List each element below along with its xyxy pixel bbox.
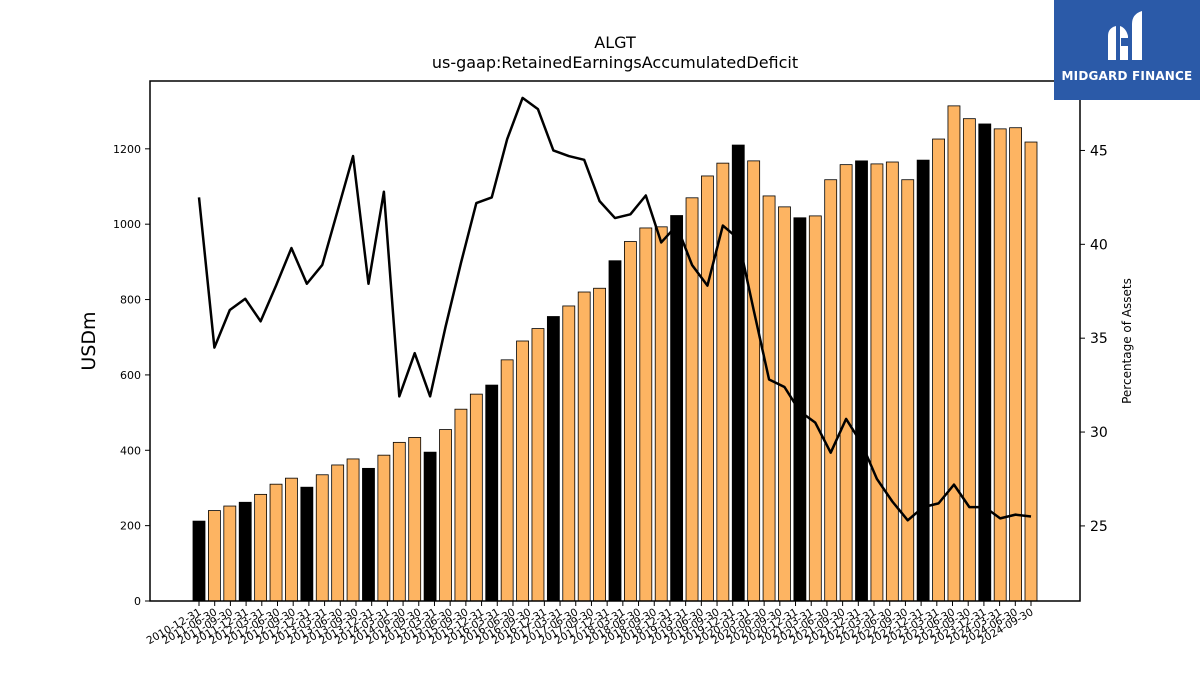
bar [362,467,375,602]
bar [315,474,329,602]
bar [731,144,745,602]
y-tick-label: 400 [120,444,141,457]
plot-frame [149,80,1081,602]
bar [855,160,868,602]
bar [1024,141,1038,602]
bar [469,393,483,602]
bar [824,179,838,602]
y-axis-label: USDm [78,311,100,370]
chart-subtitle: us-gaap:RetainedEarningsAccumulatedDefic… [432,53,798,72]
bar [839,164,853,602]
bar [238,501,252,602]
bar [485,384,499,602]
y-tick-label: 1000 [113,218,141,231]
bar [285,477,298,602]
bar [778,206,791,602]
bar [546,316,560,602]
y2-tick-label: 45 [1090,143,1108,159]
bar [870,163,884,602]
bar [346,458,360,602]
bar [901,179,915,602]
bar [223,505,237,602]
bar [408,437,422,602]
bar [1009,127,1022,602]
bar [531,328,545,602]
bar-series [192,105,1038,602]
bar [300,486,314,602]
bar [962,118,976,602]
chart-title: ALGT [594,33,636,52]
bar [608,260,622,602]
bar [685,197,699,602]
bar [331,464,345,602]
y-tick-label: 1200 [113,143,141,156]
bar [593,287,606,602]
bar [377,454,391,602]
bar [454,408,468,602]
bar [747,160,761,602]
bar [269,483,283,602]
bar [254,493,268,602]
bar [516,340,529,602]
y2-axis-label: Percentage of Assets [1120,278,1134,404]
logo: MIDGARD FINANCE [1054,0,1200,100]
bar [762,195,776,602]
bar [808,215,822,602]
y-tick-label: 0 [134,595,141,608]
y-tick-label: 200 [120,520,141,533]
y-tick-label: 800 [120,294,141,307]
bar [639,227,653,602]
bar [423,451,437,602]
bar [947,105,961,602]
bar [932,138,945,602]
line-series [197,96,1032,522]
bar [670,215,684,602]
percentage-line [197,96,1032,522]
bar [500,359,514,602]
bar [701,175,714,602]
bar [916,159,930,602]
y2-tick-label: 35 [1090,331,1108,347]
logo-text: MIDGARD FINANCE [1061,69,1193,83]
axes: 02004006008001000120025303540452010-12-3… [113,80,1108,647]
bar [208,510,221,602]
bar [885,161,899,602]
bar [978,123,992,602]
bar [654,226,668,602]
y2-tick-label: 40 [1090,237,1108,253]
bar [993,128,1007,602]
bar [562,305,576,602]
y-tick-label: 600 [120,369,141,382]
bar [577,291,591,602]
bar [192,520,206,602]
y2-tick-label: 30 [1090,425,1108,441]
bar [439,429,452,602]
logo-mark-icon [1108,11,1142,60]
bar [624,241,637,602]
y2-tick-label: 25 [1090,519,1108,535]
bar [392,441,406,602]
